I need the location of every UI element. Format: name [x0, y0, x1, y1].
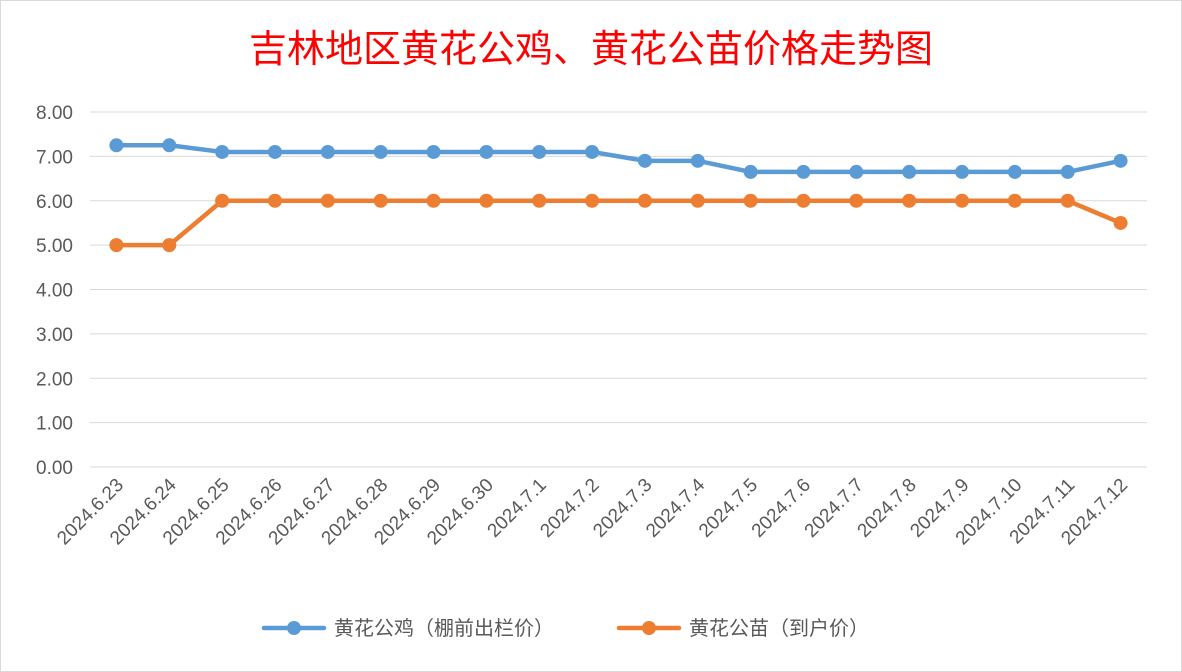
series-line: [114, 143, 1123, 175]
legend-item: 黄花公鸡（棚前出栏价）: [261, 616, 554, 640]
series-1: [109, 138, 1128, 179]
data-point: [637, 153, 652, 168]
y-axis-ticks: 0.00 1.00 2.00 3.00 4.00 5.00 6.00 7.00 8.00: [36, 103, 73, 479]
data-point: [743, 193, 758, 208]
data-point: [1007, 193, 1022, 208]
data-point: [479, 193, 494, 208]
data-point: [690, 153, 705, 168]
y-tick-label: 2.00: [36, 369, 73, 390]
data-point: [1060, 193, 1075, 208]
data-point: [426, 144, 441, 159]
data-point: [585, 144, 600, 159]
data-point: [637, 193, 652, 208]
legend-swatch-marker: [287, 621, 301, 635]
legend: 黄花公鸡（棚前出栏价） 黄花公苗（到户价）: [261, 616, 869, 640]
data-point: [373, 193, 388, 208]
y-tick-label: 6.00: [36, 192, 73, 213]
y-tick-label: 4.00: [36, 281, 73, 302]
data-point: [532, 144, 547, 159]
data-point: [902, 193, 917, 208]
series-layer: [109, 138, 1128, 253]
data-point: [902, 164, 917, 179]
data-point: [320, 193, 335, 208]
data-point: [849, 193, 864, 208]
data-point: [690, 193, 705, 208]
chart-title: 吉林地区黄花公鸡、黄花公苗价格走势图: [249, 27, 933, 71]
data-point: [162, 238, 177, 253]
series-2: [109, 193, 1128, 253]
data-point: [532, 193, 547, 208]
data-point: [849, 164, 864, 179]
data-point: [373, 144, 388, 159]
data-point: [955, 164, 970, 179]
data-point: [1113, 153, 1128, 168]
data-point: [162, 138, 177, 153]
y-tick-label: 1.00: [36, 414, 73, 435]
data-point: [426, 193, 441, 208]
data-point: [109, 238, 124, 253]
y-tick-label: 7.00: [36, 147, 73, 168]
legend-swatch-marker: [642, 621, 656, 635]
data-point: [796, 164, 811, 179]
data-point: [1060, 164, 1075, 179]
data-point: [955, 193, 970, 208]
legend-label: 黄花公鸡（棚前出栏价）: [334, 616, 554, 640]
y-tick-label: 8.00: [36, 103, 73, 124]
data-point: [743, 164, 758, 179]
data-point: [479, 144, 494, 159]
y-tick-label: 0.00: [36, 458, 73, 479]
data-point: [585, 193, 600, 208]
series-line: [114, 198, 1123, 248]
legend-item: 黄花公苗（到户价）: [616, 616, 869, 640]
y-tick-label: 5.00: [36, 236, 73, 257]
data-point: [215, 144, 230, 159]
y-tick-label: 3.00: [36, 325, 73, 346]
data-point: [267, 144, 282, 159]
legend-label: 黄花公苗（到户价）: [689, 616, 869, 640]
data-point: [109, 138, 124, 153]
data-point: [796, 193, 811, 208]
data-point: [267, 193, 282, 208]
data-point: [1007, 164, 1022, 179]
data-point: [215, 193, 230, 208]
data-point: [320, 144, 335, 159]
data-point: [1113, 215, 1128, 230]
